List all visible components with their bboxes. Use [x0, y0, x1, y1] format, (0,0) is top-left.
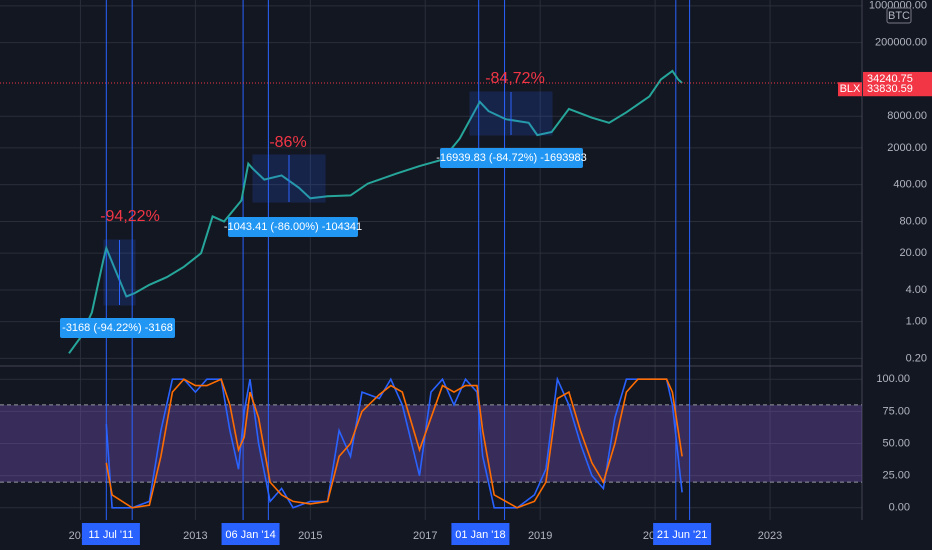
- y-tick-label: 50.00: [882, 437, 910, 449]
- date-tag: [221, 523, 280, 545]
- date-tag-label: 01 Jan '18: [455, 529, 505, 541]
- y-tick-label: 80.00: [899, 215, 927, 227]
- date-tag: [653, 523, 712, 545]
- symbol: BTC: [888, 10, 910, 22]
- measure-tag: [228, 217, 358, 237]
- y-tick-label: 75.00: [882, 405, 910, 417]
- y-tick-label: 400.00: [893, 179, 927, 191]
- date-tag-label: 11 Jul '11: [88, 529, 133, 541]
- y-tick-label: 1000000.00: [869, 0, 927, 12]
- x-tick-label: 2015: [298, 530, 322, 542]
- measure-label: -16939.83 (-84.72%) -1693983: [436, 152, 586, 164]
- y-tick-label: 4.00: [906, 284, 927, 296]
- x-tick-label: 2017: [413, 530, 437, 542]
- x-tick-label: 2023: [758, 530, 782, 542]
- price-tag: [863, 82, 932, 97]
- exchange-tag: [838, 82, 862, 97]
- y-tick-label: 20.00: [899, 247, 927, 259]
- measure-tag: [440, 148, 583, 168]
- date-tag-label: 21 Jun '21: [657, 529, 707, 541]
- y-tick-label: 200000.00: [875, 37, 927, 49]
- price-line: [68, 69, 683, 354]
- price-tag-label: 33830.59: [867, 83, 913, 95]
- y-tick-label: 0.00: [889, 502, 910, 514]
- symbol-box: [886, 7, 912, 24]
- measure-label: -1043.41 (-86.00%) -104341: [224, 221, 362, 233]
- measure-tag: [60, 318, 175, 338]
- measure-title: -94,22%: [100, 208, 160, 225]
- y-tick-label: 100.00: [876, 373, 910, 385]
- date-tag: [81, 523, 140, 545]
- y-tick-label: 2000.00: [887, 142, 927, 154]
- stoch-line: [105, 376, 683, 509]
- x-tick-label: 2013: [183, 530, 207, 542]
- measure-label: -3168 (-94.22%) -3168: [62, 322, 173, 334]
- y-tick-label: 1.00: [906, 316, 927, 328]
- date-tag: [451, 523, 510, 545]
- exchange: BLX: [840, 83, 861, 95]
- date-tag-label: 06 Jan '14: [225, 529, 275, 541]
- stoch-line: [105, 378, 683, 509]
- measure-title: -86%: [269, 134, 306, 151]
- price-tag-label: 34240.75: [867, 73, 913, 85]
- x-tick-label: 2019: [528, 530, 552, 542]
- y-tick-label: 8000.00: [887, 110, 927, 122]
- measure-title: -84,72%: [485, 70, 545, 87]
- y-tick-label: 25.00: [882, 470, 910, 482]
- y-tick-label: 0.20: [906, 352, 927, 364]
